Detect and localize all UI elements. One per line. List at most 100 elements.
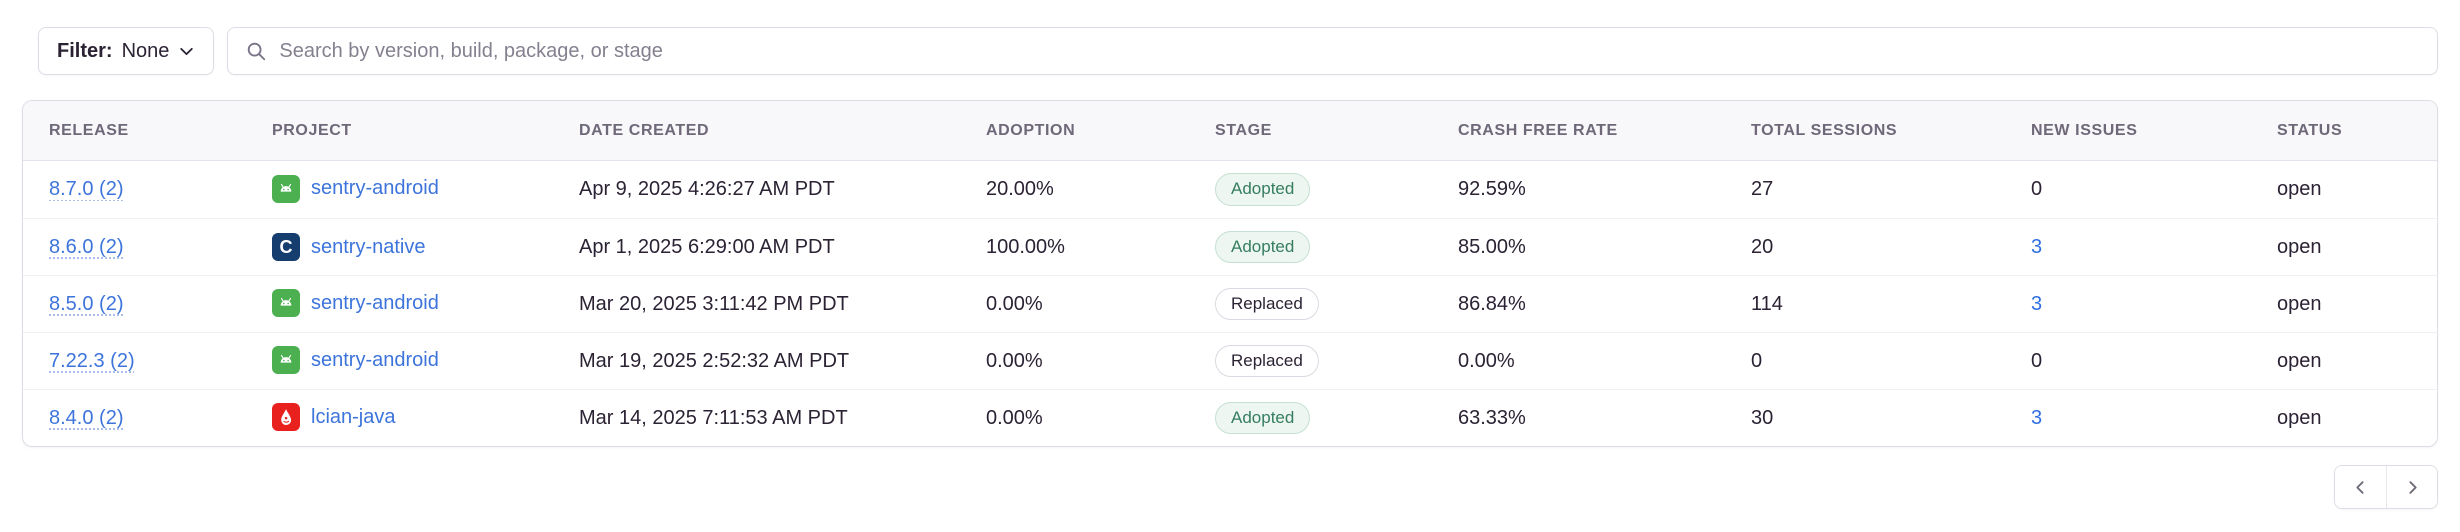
- new-issues-count: 0: [2031, 178, 2043, 200]
- status-value: open: [2277, 178, 2322, 200]
- filter-button[interactable]: Filter: None: [38, 27, 215, 75]
- next-page-button[interactable]: [2386, 466, 2437, 508]
- filter-value: None: [121, 39, 170, 62]
- new-issues-cell: 3: [2005, 236, 2251, 259]
- total-sessions: 0: [1751, 349, 1763, 372]
- stage-badge: Replaced: [1215, 344, 1319, 378]
- column-header-new-issues[interactable]: NEW ISSUES: [2031, 121, 2138, 139]
- chevron-right-icon: [2404, 479, 2421, 496]
- table-body: 8.7.0 (2) sentry-android Apr 9, 2025 4:2…: [23, 161, 2437, 446]
- crash-free-rate: 0.00%: [1458, 349, 1515, 372]
- adoption-value: 0.00%: [986, 349, 1043, 372]
- table-row: 8.7.0 (2) sentry-android Apr 9, 2025 4:2…: [23, 161, 2437, 218]
- stage-cell: Replaced: [1189, 344, 1432, 378]
- column-header-stage[interactable]: STAGE: [1215, 121, 1272, 139]
- new-issues-link[interactable]: 3: [2031, 235, 2043, 258]
- table-row: 8.5.0 (2) sentry-android Mar 20, 2025 3:…: [23, 275, 2437, 332]
- release-cell: 8.6.0 (2): [23, 236, 246, 259]
- adoption-value: 20.00%: [986, 178, 1054, 200]
- column-header-release[interactable]: RELEASE: [49, 121, 129, 139]
- filter-label: Filter:: [57, 39, 113, 62]
- project-cell: C sentry-native: [246, 233, 553, 261]
- crash-free-rate: 86.84%: [1458, 292, 1526, 315]
- total-sessions: 30: [1751, 406, 1774, 429]
- android-platform-icon: [272, 174, 300, 203]
- stage-cell: Adopted: [1189, 230, 1432, 264]
- table-row: 8.4.0 (2) lcian-java Mar 14, 2025 7:11:5…: [23, 389, 2437, 446]
- search-bar: [227, 27, 2438, 75]
- releases-table: RELEASE PROJECT DATE CREATED ADOPTION ST…: [22, 100, 2438, 447]
- column-header-adoption[interactable]: ADOPTION: [986, 121, 1076, 139]
- native-platform-icon: C: [272, 233, 300, 261]
- project-name: sentry-android: [311, 348, 439, 371]
- project-link[interactable]: sentry-android: [272, 346, 439, 374]
- search-input[interactable]: [279, 39, 2420, 63]
- java-platform-icon: [272, 403, 300, 431]
- date-created: Apr 9, 2025 4:26:27 AM PDT: [579, 178, 835, 200]
- project-link[interactable]: sentry-android: [272, 289, 439, 317]
- stage-badge: Adopted: [1215, 401, 1311, 435]
- project-link[interactable]: C sentry-native: [272, 233, 426, 261]
- project-cell: sentry-android: [246, 174, 553, 205]
- release-link[interactable]: 7.22.3 (2): [49, 349, 135, 372]
- column-header-project[interactable]: PROJECT: [272, 121, 352, 139]
- stage-cell: Adopted: [1189, 401, 1432, 435]
- chevron-down-icon: [178, 43, 195, 60]
- release-cell: 8.4.0 (2): [23, 407, 246, 430]
- project-cell: sentry-android: [246, 289, 553, 319]
- project-name: sentry-native: [311, 235, 426, 258]
- android-platform-icon: [272, 346, 300, 374]
- android-platform-icon: [272, 289, 300, 317]
- new-issues-cell: 3: [2005, 407, 2251, 430]
- project-name: lcian-java: [311, 405, 396, 428]
- column-header-date-created[interactable]: DATE CREATED: [579, 121, 710, 139]
- stage-badge: Adopted: [1215, 173, 1311, 206]
- date-created: Mar 20, 2025 3:11:42 PM PDT: [579, 292, 849, 315]
- table-row: 8.6.0 (2) C sentry-native Apr 1, 2025 6:…: [23, 218, 2437, 275]
- release-cell: 7.22.3 (2): [23, 350, 246, 373]
- status-value: open: [2277, 349, 2322, 372]
- table-header: RELEASE PROJECT DATE CREATED ADOPTION ST…: [23, 101, 2437, 161]
- status-value: open: [2277, 406, 2322, 429]
- adoption-value: 0.00%: [986, 292, 1043, 315]
- project-link[interactable]: lcian-java: [272, 403, 395, 431]
- release-link[interactable]: 8.5.0 (2): [49, 292, 124, 315]
- search-icon: [245, 40, 267, 62]
- status-value: open: [2277, 235, 2322, 258]
- column-header-crash-free-rate[interactable]: CRASH FREE RATE: [1458, 121, 1618, 139]
- project-cell: lcian-java: [246, 403, 553, 433]
- adoption-value: 100.00%: [986, 235, 1065, 258]
- project-name: sentry-android: [311, 291, 439, 314]
- new-issues-cell: 3: [2005, 293, 2251, 316]
- new-issues-link[interactable]: 3: [2031, 406, 2043, 429]
- release-cell: 8.5.0 (2): [23, 293, 246, 316]
- total-sessions: 114: [1751, 292, 1783, 315]
- date-created: Mar 14, 2025 7:11:53 AM PDT: [579, 406, 848, 429]
- date-created: Mar 19, 2025 2:52:32 AM PDT: [579, 349, 850, 372]
- new-issues-link[interactable]: 3: [2031, 292, 2043, 315]
- new-issues-count: 0: [2031, 349, 2043, 372]
- prev-page-button[interactable]: [2335, 466, 2386, 508]
- release-link[interactable]: 8.6.0 (2): [49, 235, 124, 258]
- column-header-status[interactable]: STATUS: [2277, 121, 2343, 139]
- stage-badge: Replaced: [1215, 287, 1319, 321]
- release-link[interactable]: 8.7.0 (2): [49, 178, 124, 200]
- stage-badge: Adopted: [1215, 230, 1311, 264]
- crash-free-rate: 85.00%: [1458, 235, 1526, 258]
- release-cell: 8.7.0 (2): [23, 178, 246, 201]
- release-link[interactable]: 8.4.0 (2): [49, 406, 124, 429]
- adoption-value: 0.00%: [986, 406, 1043, 429]
- date-created: Apr 1, 2025 6:29:00 AM PDT: [579, 235, 835, 258]
- toolbar: Filter: None: [38, 27, 2438, 75]
- crash-free-rate: 63.33%: [1458, 406, 1526, 429]
- crash-free-rate: 92.59%: [1458, 178, 1526, 200]
- pagination: [2334, 465, 2438, 509]
- column-header-total-sessions[interactable]: TOTAL SESSIONS: [1751, 121, 1898, 139]
- table-row: 7.22.3 (2) sentry-android Mar 19, 2025 2…: [23, 332, 2437, 389]
- project-link[interactable]: sentry-android: [272, 174, 439, 203]
- project-cell: sentry-android: [246, 346, 553, 376]
- status-value: open: [2277, 292, 2322, 315]
- project-name: sentry-android: [311, 177, 439, 199]
- stage-cell: Adopted: [1189, 173, 1432, 206]
- new-issues-cell: 0: [2005, 350, 2251, 373]
